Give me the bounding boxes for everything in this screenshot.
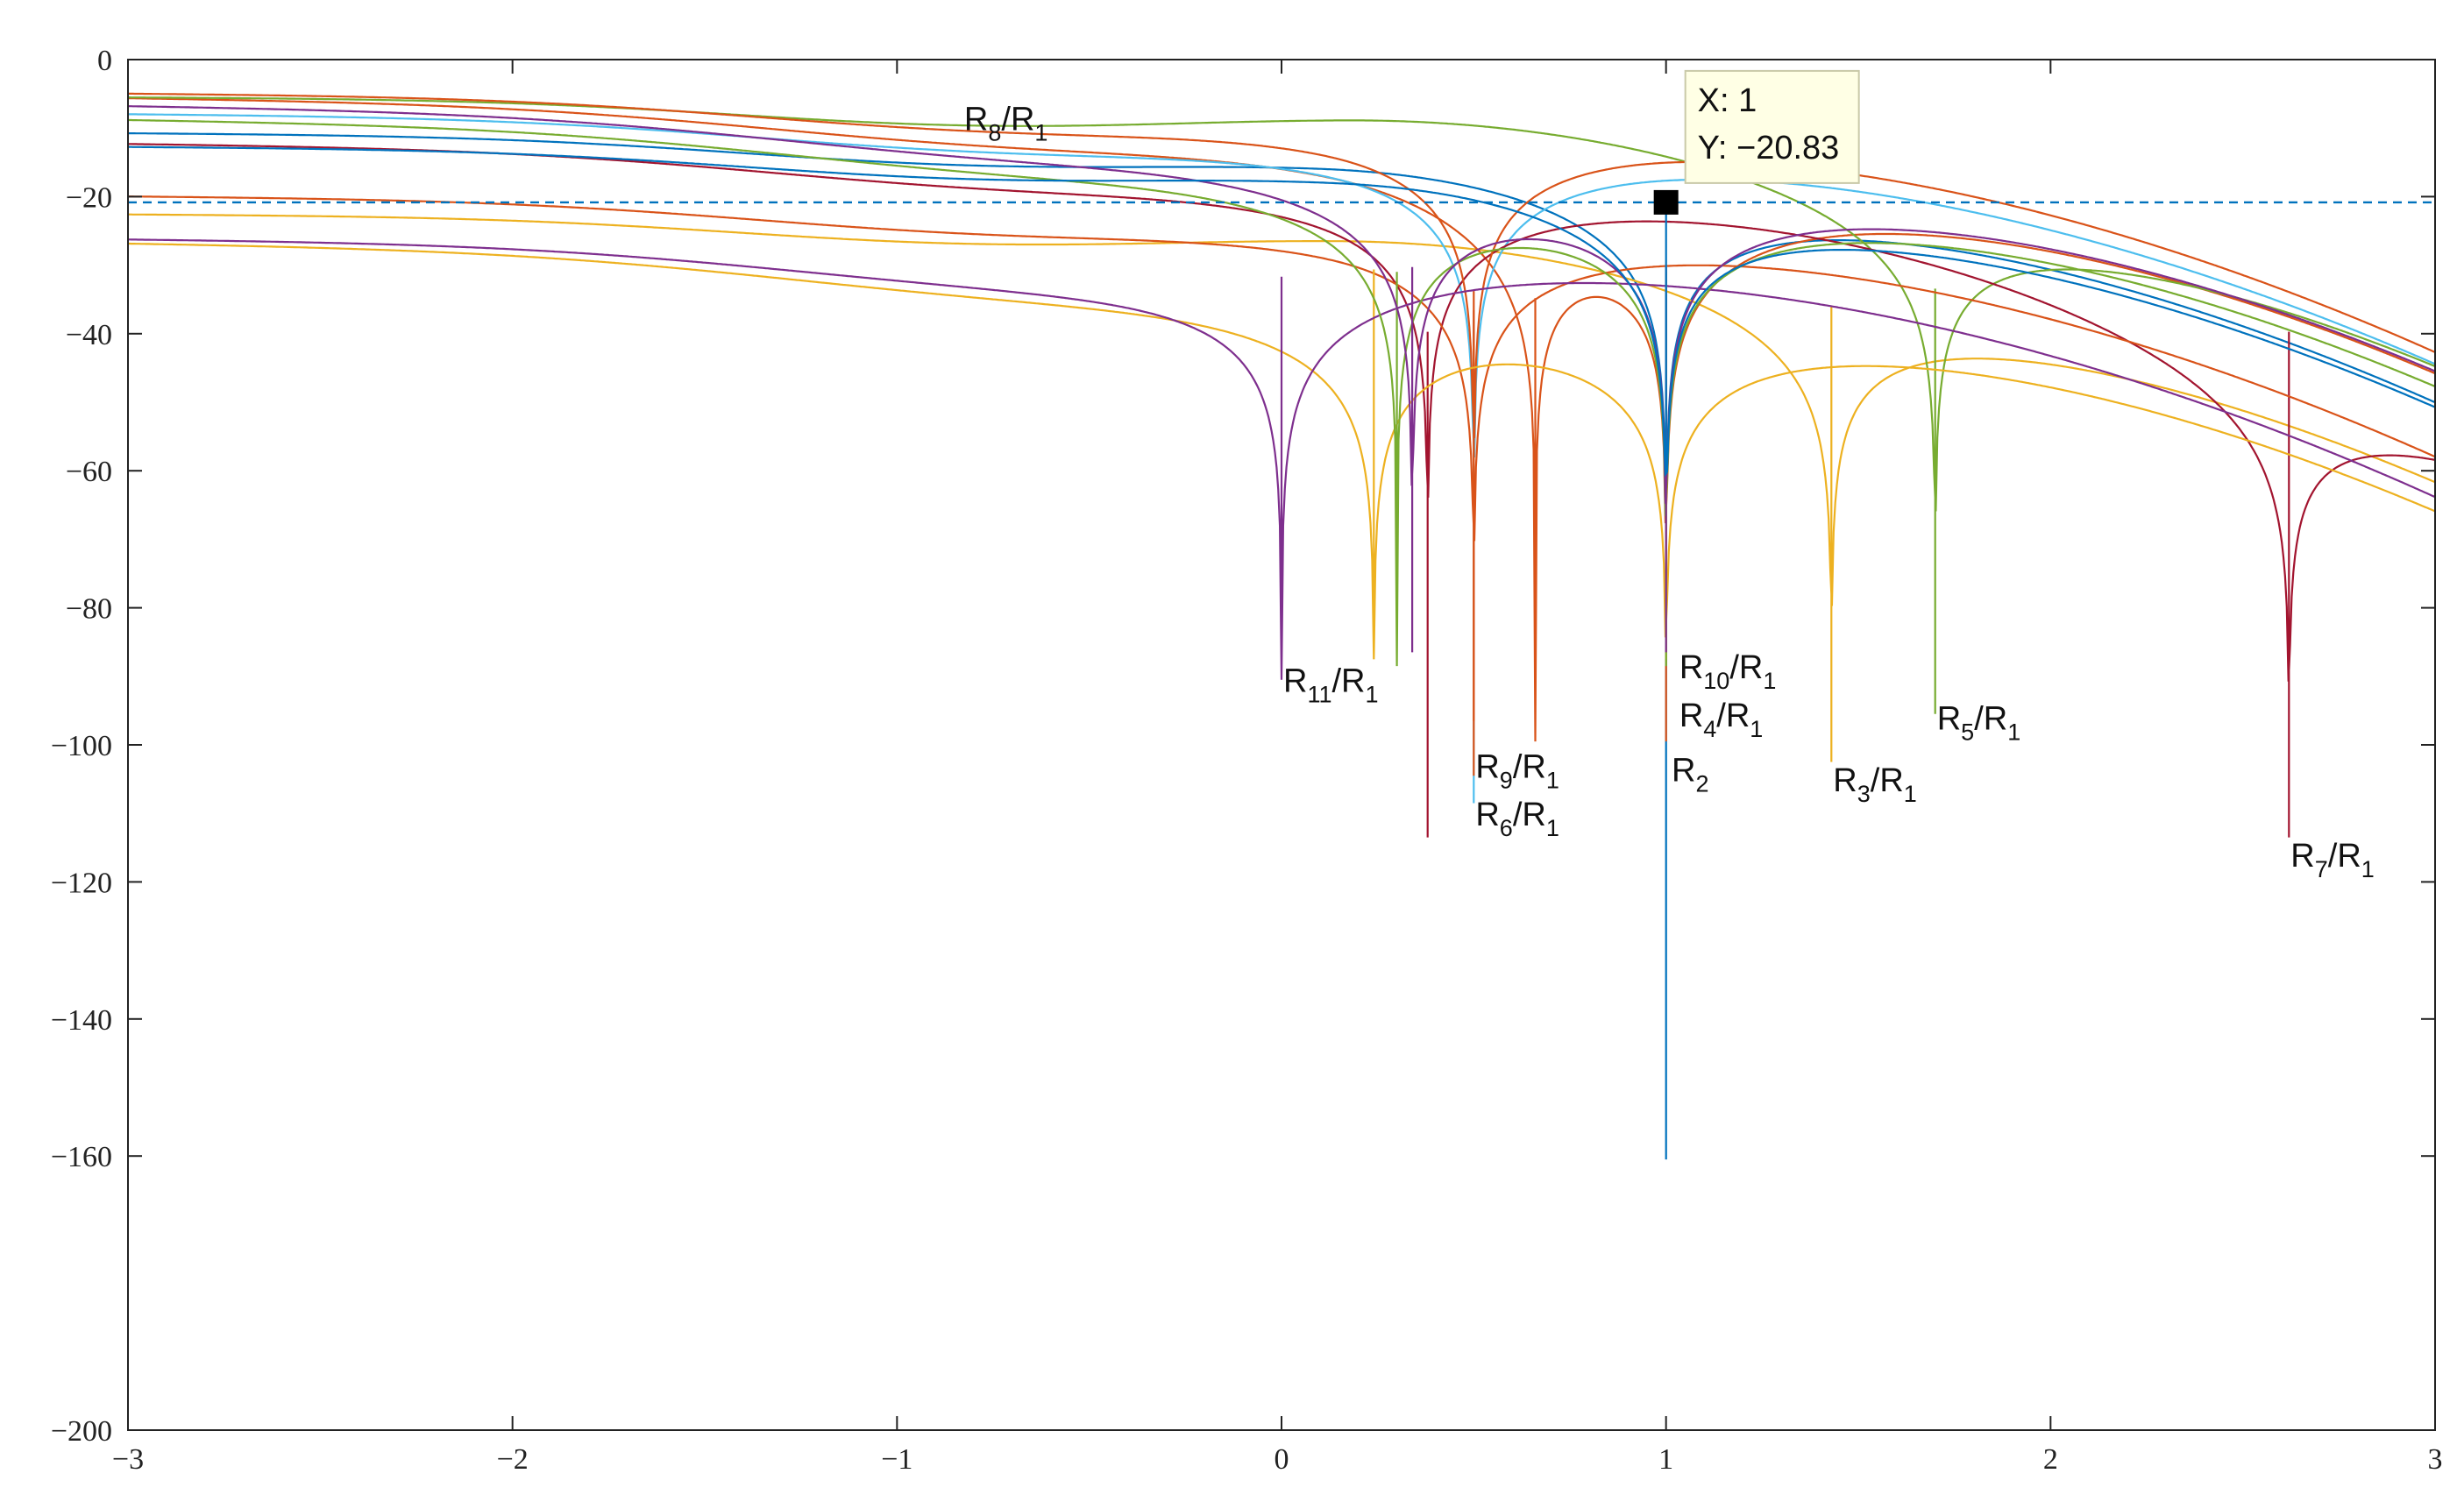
datatip-marker[interactable] bbox=[1653, 189, 1679, 215]
series-line-r3-r1 bbox=[128, 213, 2436, 762]
y-tick-label: −160 bbox=[51, 1141, 112, 1173]
series-annotation: R8/R1 bbox=[964, 101, 1048, 145]
series-annotation: R2 bbox=[1672, 752, 1708, 797]
x-tick-label: 2 bbox=[2043, 1443, 2058, 1476]
y-tick-label: −100 bbox=[51, 730, 112, 762]
series-annotation: R5/R1 bbox=[1937, 701, 2021, 746]
x-tick-label: −2 bbox=[497, 1443, 529, 1476]
series-line-r11-r1 bbox=[128, 238, 2436, 680]
datatip-group: X: 1 Y: −20.83 bbox=[1653, 69, 1860, 215]
datatip-x: X: 1 bbox=[1698, 82, 1757, 119]
series-annotation: R3/R1 bbox=[1833, 762, 1917, 807]
series-annotation: R9/R1 bbox=[1475, 748, 1559, 793]
series-annotation: R7/R1 bbox=[2290, 838, 2375, 882]
x-tick-label: 0 bbox=[1275, 1443, 1289, 1476]
datatip-box bbox=[1684, 69, 1860, 184]
series-line-r14-r1 bbox=[128, 145, 2436, 478]
series-annotation: R11/R1 bbox=[1283, 663, 1379, 708]
ticks-group: −3 −2 −1 0 1 2 3 0 −20 −40 −60 −80 −100 −120 −140 −160 −… bbox=[51, 45, 2443, 1476]
series-line-r5-r1 bbox=[128, 96, 2436, 714]
y-tick-label: −80 bbox=[66, 593, 112, 626]
series-group bbox=[127, 92, 2436, 1160]
y-tick-label: −140 bbox=[51, 1004, 112, 1037]
series-annotation: R4/R1 bbox=[1679, 698, 1764, 742]
datatip-y: Y: −20.83 bbox=[1698, 130, 1840, 166]
x-tick-label: 3 bbox=[2428, 1443, 2443, 1476]
y-tick-label: −40 bbox=[66, 319, 112, 351]
x-tick-label: −1 bbox=[881, 1443, 912, 1476]
series-annotation: R10/R1 bbox=[1679, 649, 1777, 694]
x-tick-label: 1 bbox=[1658, 1443, 1673, 1476]
x-tick-label: −3 bbox=[112, 1443, 144, 1476]
y-tick-label: −20 bbox=[66, 181, 112, 214]
series-annotation: R6/R1 bbox=[1475, 797, 1559, 841]
y-tick-label: −60 bbox=[66, 456, 112, 488]
y-tick-label: 0 bbox=[97, 45, 112, 77]
y-tick-label: −200 bbox=[51, 1415, 112, 1448]
series-line-r9-r1 bbox=[128, 92, 2436, 776]
plot-frame bbox=[127, 59, 2436, 1431]
y-tick-label: −120 bbox=[51, 867, 112, 899]
